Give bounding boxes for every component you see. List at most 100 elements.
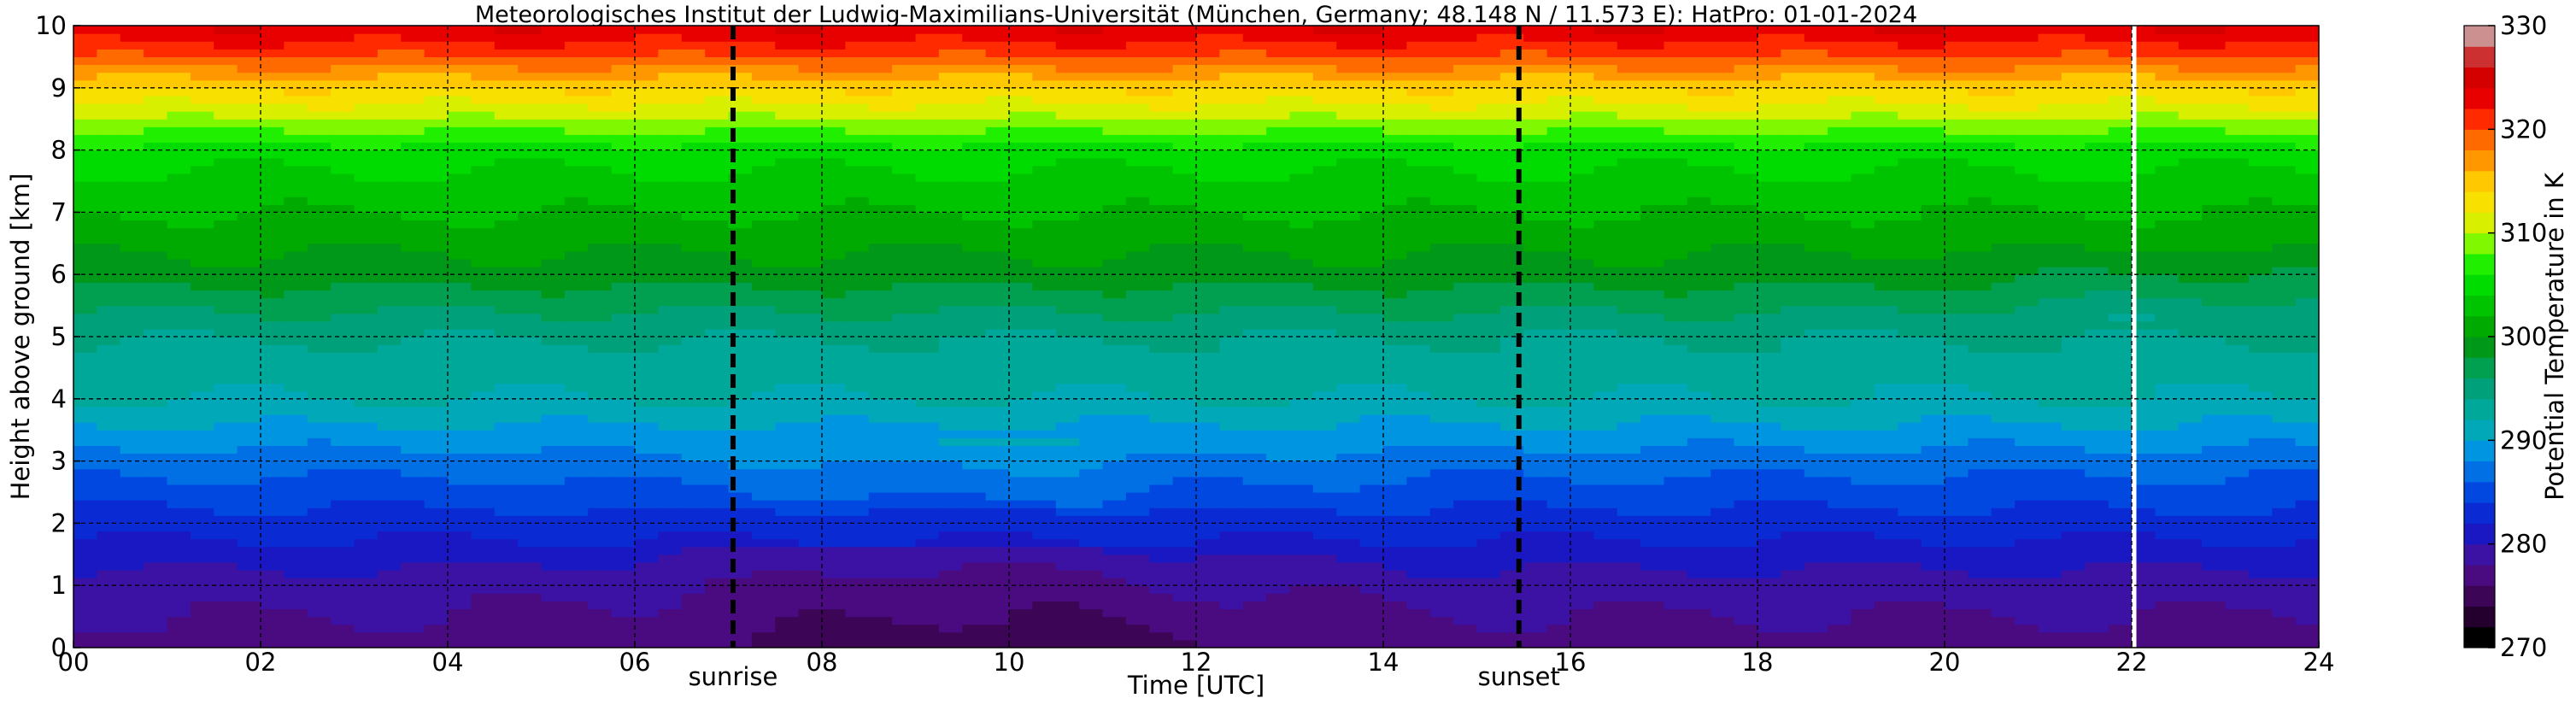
heatmap-cell: [938, 26, 963, 34]
heatmap-cell: [1055, 103, 1080, 112]
heatmap-cell: [1055, 150, 1080, 159]
heatmap-cell: [1312, 337, 1337, 345]
heatmap-cell: [307, 64, 332, 73]
heatmap-cell: [705, 274, 730, 283]
heatmap-cell: [237, 267, 261, 275]
heatmap-cell: [728, 500, 753, 508]
heatmap-cell: [1476, 360, 1501, 368]
heatmap-cell: [822, 631, 846, 641]
heatmap-cell: [167, 142, 191, 151]
heatmap-cell: [985, 570, 1010, 578]
heatmap-cell: [73, 500, 97, 508]
heatmap-cell: [307, 593, 332, 601]
heatmap-cell: [798, 328, 823, 337]
heatmap-cell: [798, 461, 823, 470]
heatmap-cell: [1055, 453, 1080, 462]
heatmap-cell: [307, 111, 332, 120]
heatmap-cell: [1219, 578, 1244, 586]
heatmap-cell: [845, 531, 870, 540]
heatmap-cell: [1009, 507, 1033, 516]
heatmap-cell: [1406, 220, 1431, 229]
heatmap-cell: [144, 267, 168, 275]
heatmap-cell: [822, 64, 846, 73]
heatmap-cell: [1429, 538, 1454, 548]
heatmap-cell: [307, 87, 332, 97]
heatmap-cell: [938, 390, 963, 400]
heatmap-cell: [1499, 56, 1524, 66]
heatmap-cell: [190, 585, 214, 594]
heatmap-cell: [868, 344, 893, 353]
heatmap-cell: [1102, 476, 1127, 485]
heatmap-cell: [1032, 290, 1057, 299]
heatmap-cell: [448, 267, 472, 275]
heatmap-cell: [1055, 367, 1080, 377]
heatmap-cell: [962, 468, 987, 478]
heatmap-cell: [681, 453, 706, 462]
heatmap-cell: [1242, 95, 1267, 104]
heatmap-cell: [1266, 165, 1291, 174]
heatmap-cell: [892, 484, 917, 493]
heatmap-cell: [1499, 546, 1524, 555]
heatmap-cell: [892, 344, 917, 353]
heatmap-cell: [1312, 103, 1337, 112]
heatmap-cell: [307, 282, 332, 290]
heatmap-cell: [728, 320, 753, 330]
heatmap-cell: [985, 142, 1010, 151]
heatmap-cell: [1523, 561, 1548, 571]
heatmap-cell: [1453, 56, 1478, 66]
heatmap-cell: [1125, 243, 1150, 252]
heatmap-cell: [1499, 126, 1524, 135]
heatmap-cell: [1453, 197, 1478, 205]
heatmap-cell: [588, 157, 613, 167]
heatmap-cell: [1149, 282, 1174, 290]
heatmap-cell: [1032, 212, 1057, 221]
heatmap-cell: [1476, 313, 1501, 322]
heatmap-cell: [73, 79, 97, 89]
heatmap-cell: [448, 375, 472, 384]
heatmap-cell: [190, 111, 214, 120]
heatmap-cell: [938, 616, 963, 625]
heatmap-cell: [705, 72, 730, 81]
heatmap-cell: [401, 79, 425, 89]
heatmap-cell: [1406, 360, 1431, 368]
heatmap-cell: [471, 445, 496, 455]
heatmap-cell: [331, 546, 355, 555]
heatmap-cell: [681, 212, 706, 221]
heatmap-cell: [73, 375, 97, 384]
heatmap-cell: [73, 437, 97, 446]
heatmap-cell: [658, 142, 683, 151]
heatmap-cell: [868, 305, 893, 314]
heatmap-cell: [1499, 320, 1524, 330]
heatmap-cell: [1102, 500, 1127, 508]
heatmap-cell: [775, 157, 800, 167]
heatmap-cell: [1219, 360, 1244, 368]
heatmap-cell: [1429, 313, 1454, 322]
heatmap-cell: [915, 507, 940, 516]
heatmap-cell: [401, 235, 425, 244]
heatmap-cell: [1242, 507, 1267, 516]
heatmap-cell: [1102, 274, 1127, 283]
heatmap-cell: [1125, 56, 1150, 66]
heatmap-cell: [237, 492, 261, 501]
heatmap-cell: [1429, 189, 1454, 197]
heatmap-cell: [401, 259, 425, 267]
heatmap-cell: [1523, 437, 1548, 446]
heatmap-cell: [1149, 328, 1174, 337]
heatmap-cell: [1032, 492, 1057, 501]
heatmap-cell: [494, 546, 519, 555]
heatmap-cell: [331, 492, 355, 501]
heatmap-cell: [611, 220, 636, 229]
heatmap-cell: [1336, 367, 1361, 377]
heatmap-cell: [915, 134, 940, 144]
heatmap-cell: [354, 383, 378, 392]
heatmap-cell: [1196, 111, 1220, 120]
heatmap-cell: [1009, 492, 1033, 501]
heatmap-cell: [448, 103, 472, 112]
heatmap-cell: [144, 197, 168, 205]
heatmap-cell: [1172, 538, 1197, 548]
heatmap-cell: [1523, 554, 1548, 563]
heatmap-cell: [845, 468, 870, 478]
heatmap-cell: [331, 282, 355, 290]
heatmap-cell: [541, 134, 566, 144]
heatmap-cell: [1336, 64, 1361, 73]
